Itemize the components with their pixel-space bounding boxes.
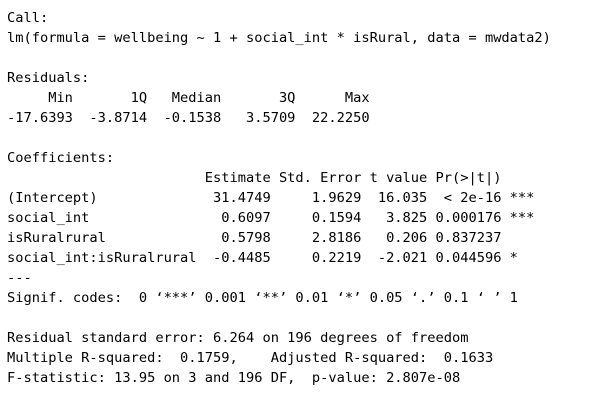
call-header: Call: (7, 10, 49, 26)
f-statistic: F-statistic: 13.95 on 3 and 196 DF, p-va… (7, 370, 461, 386)
coefficients-header: Coefficients: (7, 150, 115, 166)
coef-row-interaction: social_int:isRuralrural -0.4485 0.2219 -… (7, 250, 535, 266)
residuals-values: -17.6393 -3.8714 -0.1538 3.5709 22.2250 (7, 110, 378, 126)
coef-row-social-int: social_int 0.6097 0.1594 3.825 0.000176 … (7, 210, 535, 226)
coefficients-columns: Estimate Std. Error t value Pr(>|t|) (7, 170, 535, 186)
separator: --- (7, 270, 32, 286)
residual-standard-error: Residual standard error: 6.264 on 196 de… (7, 330, 469, 346)
coef-row-intercept: (Intercept) 31.4749 1.9629 16.035 < 2e-1… (7, 190, 535, 206)
signif-codes: Signif. codes: 0 ‘***’ 0.001 ‘**’ 0.01 ‘… (7, 290, 518, 306)
r-squared: Multiple R-squared: 0.1759, Adjusted R-s… (7, 350, 502, 366)
coef-row-isrural: isRuralrural 0.5798 2.8186 0.206 0.83723… (7, 230, 535, 246)
model-call: lm(formula = wellbeing ~ 1 + social_int … (7, 30, 551, 46)
residuals-header: Residuals: (7, 70, 90, 86)
residuals-labels: Min 1Q Median 3Q Max (7, 90, 378, 106)
